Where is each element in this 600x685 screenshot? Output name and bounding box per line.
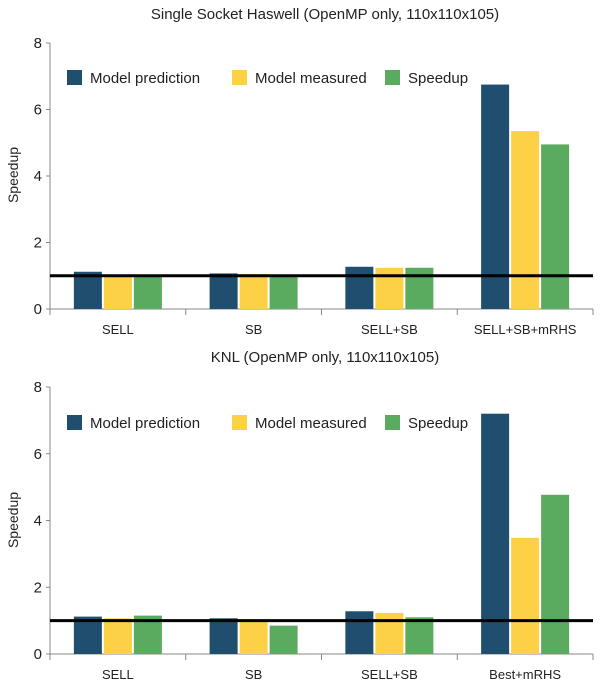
- y-axis-label: Speedup: [5, 492, 21, 548]
- chart-legend: Model prediction Model measured Speedup: [67, 415, 468, 432]
- bar-speedup: [133, 275, 162, 309]
- bar-speedup: [405, 267, 434, 309]
- y-axis-label: Speedup: [5, 147, 21, 203]
- y-tick-label: 6: [34, 102, 42, 119]
- y-tick-label: 4: [34, 168, 42, 185]
- chart-bars: [73, 84, 570, 309]
- y-tick-labels: 0 2 4 6 8: [34, 35, 42, 318]
- bar-model-prediction: [209, 618, 238, 654]
- bar-speedup: [269, 275, 298, 309]
- legend-label: Model measured: [255, 415, 367, 432]
- y-tick-label: 2: [34, 235, 42, 252]
- bar-speedup: [405, 617, 434, 654]
- legend-swatch: [67, 415, 82, 430]
- y-tick-label: 8: [34, 35, 42, 52]
- y-tick-label: 8: [34, 379, 42, 396]
- bar-model-prediction: [481, 413, 510, 654]
- bar-model-measured: [375, 612, 404, 654]
- category-label: SELL: [102, 667, 134, 682]
- y-tick-label: 0: [34, 646, 42, 663]
- bar-speedup: [541, 494, 570, 654]
- category-label: SELL+SB+mRHS: [474, 322, 577, 337]
- legend-label: Speedup: [408, 70, 468, 87]
- chart-haswell: Single Socket Haswell (OpenMP only, 110x…: [5, 6, 594, 337]
- bar-model-measured: [375, 267, 404, 309]
- legend-swatch: [232, 415, 247, 430]
- chart-bars: [73, 413, 570, 654]
- y-tick-label: 2: [34, 579, 42, 596]
- legend-label: Speedup: [408, 415, 468, 432]
- bar-model-measured: [103, 618, 132, 654]
- bar-model-prediction: [345, 266, 374, 309]
- category-label: Best+mRHS: [489, 667, 561, 682]
- bar-model-prediction: [209, 273, 238, 309]
- legend-swatch: [232, 70, 247, 85]
- bar-model-measured: [103, 275, 132, 309]
- y-tick-label: 6: [34, 446, 42, 463]
- category-label: SELL: [102, 322, 134, 337]
- bar-model-measured: [239, 274, 268, 309]
- bar-model-measured: [239, 620, 268, 654]
- bar-speedup: [541, 144, 570, 309]
- category-label: SELL+SB: [361, 667, 418, 682]
- chart-legend: Model prediction Model measured Speedup: [67, 70, 468, 87]
- bar-model-prediction: [73, 271, 102, 309]
- y-tick-labels: 0 2 4 6 8: [34, 379, 42, 663]
- y-tick-label: 0: [34, 301, 42, 318]
- bar-model-prediction: [73, 616, 102, 654]
- legend-swatch: [67, 70, 82, 85]
- bar-model-measured: [511, 131, 540, 309]
- legend-swatch: [385, 415, 400, 430]
- legend-label: Model prediction: [90, 70, 200, 87]
- bar-model-prediction: [481, 84, 510, 309]
- category-label: SELL+SB: [361, 322, 418, 337]
- category-label: SB: [245, 667, 262, 682]
- category-labels: SELL SB SELL+SB SELL+SB+mRHS: [102, 322, 577, 337]
- chart-title: KNL (OpenMP only, 110x110x105): [211, 349, 439, 366]
- legend-label: Model measured: [255, 70, 367, 87]
- category-labels: SELL SB SELL+SB Best+mRHS: [102, 667, 561, 682]
- bar-model-measured: [511, 537, 540, 654]
- y-tick-label: 4: [34, 513, 42, 530]
- legend-label: Model prediction: [90, 415, 200, 432]
- bar-speedup: [269, 625, 298, 654]
- category-label: SB: [245, 322, 262, 337]
- legend-swatch: [385, 70, 400, 85]
- chart-title: Single Socket Haswell (OpenMP only, 110x…: [151, 6, 499, 23]
- chart-knl: KNL (OpenMP only, 110x110x105) Speedup 0…: [5, 349, 594, 682]
- bar-model-prediction: [345, 611, 374, 654]
